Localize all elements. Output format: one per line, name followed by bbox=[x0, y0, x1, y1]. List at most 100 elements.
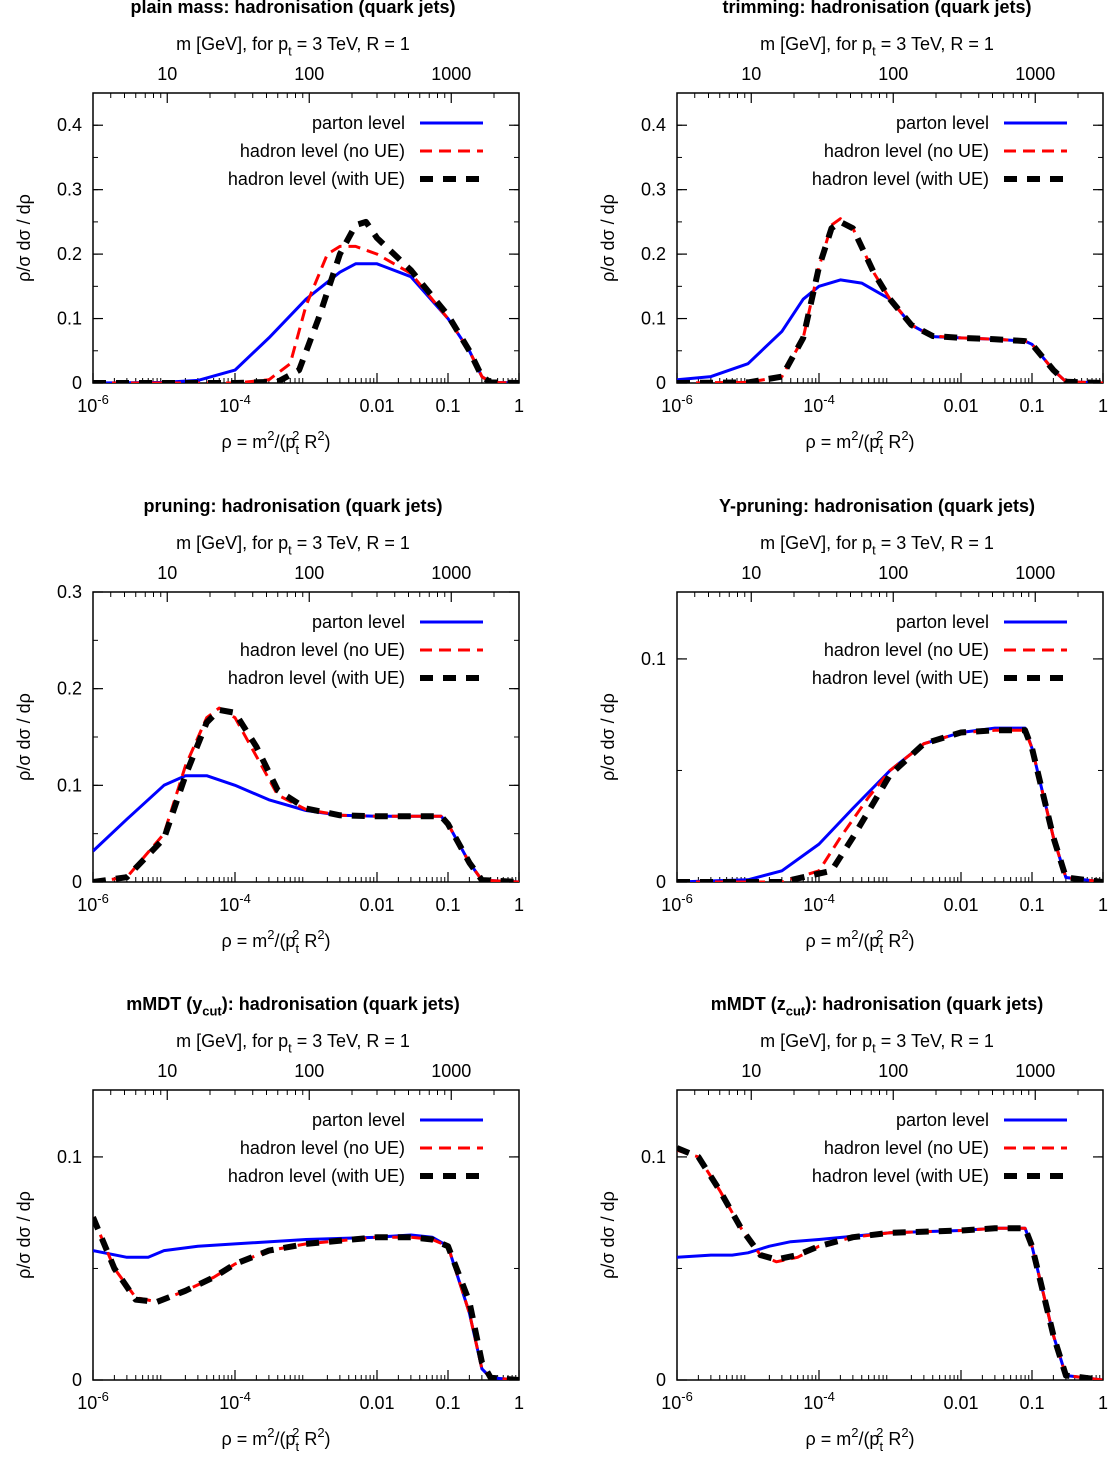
legend-label: hadron level (no UE) bbox=[824, 141, 989, 161]
y-axis-tick-label: 0.1 bbox=[641, 649, 666, 669]
chart-title: pruning: hadronisation (quark jets) bbox=[143, 496, 442, 516]
plot-frame bbox=[676, 591, 1104, 883]
y-axis-label: ρ/σ dσ / dρ bbox=[14, 1191, 34, 1279]
plot-frame bbox=[676, 92, 1104, 384]
series-line-1 bbox=[93, 774, 519, 882]
top-axis-tick-label: 1000 bbox=[431, 64, 471, 84]
x-axis-tick-label: 1 bbox=[514, 895, 524, 915]
x-axis-tick-label: 0.1 bbox=[1019, 895, 1044, 915]
top-axis-tick-label: 10 bbox=[741, 1061, 761, 1081]
x-axis-tick-label: 10-4 bbox=[803, 1389, 835, 1413]
top-axis-tick-label: 10 bbox=[741, 64, 761, 84]
top-axis-tick-label: 10 bbox=[741, 563, 761, 583]
y-axis-label: ρ/σ dσ / dρ bbox=[14, 194, 34, 282]
y-axis-tick-label: 0.2 bbox=[57, 679, 82, 699]
x-axis-tick-label: 1 bbox=[1098, 1393, 1108, 1413]
series-line-2 bbox=[93, 244, 519, 383]
legend-label: hadron level (no UE) bbox=[240, 141, 405, 161]
y-axis-tick-label: 0.2 bbox=[57, 244, 82, 264]
x-axis-tick-label: 0.01 bbox=[359, 396, 394, 416]
y-axis-tick-label: 0.1 bbox=[57, 775, 82, 795]
x-axis-label: ρ = m2/(pt2 R2) bbox=[805, 428, 914, 457]
y-axis-tick-label: 0.1 bbox=[641, 309, 666, 329]
x-axis-tick-label: 10-4 bbox=[803, 891, 835, 915]
series-line-1 bbox=[677, 726, 1103, 882]
series-line-2 bbox=[93, 1216, 519, 1380]
top-axis-tick-label: 100 bbox=[878, 563, 908, 583]
series-line-3 bbox=[677, 727, 1103, 882]
x-axis-label: ρ = m2/(pt2 R2) bbox=[805, 927, 914, 956]
legend-label: parton level bbox=[312, 612, 405, 632]
legend-label: parton level bbox=[896, 612, 989, 632]
top-axis-tick-label: 1000 bbox=[431, 563, 471, 583]
legend-label: hadron level (no UE) bbox=[240, 1138, 405, 1158]
x-axis-tick-label: 10-6 bbox=[661, 392, 693, 416]
top-axis-label: m [GeV], for pt​ = 3 TeV, R = 1 bbox=[176, 1031, 410, 1055]
chart-title: plain mass: hadronisation (quark jets) bbox=[130, 0, 455, 17]
x-axis-tick-label: 10-4 bbox=[803, 392, 835, 416]
top-axis-label: m [GeV], for pt​ = 3 TeV, R = 1 bbox=[760, 533, 994, 557]
x-axis-tick-label: 1 bbox=[514, 1393, 524, 1413]
top-axis-tick-label: 100 bbox=[294, 64, 324, 84]
chart-title: mMDT (ycut​): hadronisation (quark jets) bbox=[126, 994, 459, 1018]
x-axis-tick-label: 10-4 bbox=[219, 891, 251, 915]
y-axis-label: ρ/σ dσ / dρ bbox=[598, 693, 618, 781]
x-axis-tick-label: 10-6 bbox=[77, 1389, 109, 1413]
top-axis-tick-label: 100 bbox=[878, 1061, 908, 1081]
x-axis-tick-label: 0.1 bbox=[1019, 1393, 1044, 1413]
x-axis-tick-label: 10-6 bbox=[77, 392, 109, 416]
x-axis-tick-label: 0.1 bbox=[1019, 396, 1044, 416]
top-axis-label: m [GeV], for pt​ = 3 TeV, R = 1 bbox=[176, 34, 410, 58]
series-line-2 bbox=[93, 706, 519, 882]
legend-label: hadron level (with UE) bbox=[228, 169, 405, 189]
top-axis-tick-label: 1000 bbox=[1015, 563, 1055, 583]
chart-panel-4: Y-pruning: hadronisation (quark jets) m [… bbox=[598, 496, 1108, 956]
y-axis-tick-label: 0.4 bbox=[641, 115, 666, 135]
x-axis-label: ρ = m2/(pt2 R2) bbox=[221, 927, 330, 956]
chart-panel-6: mMDT (zcut​): hadronisation (quark jets)… bbox=[598, 994, 1108, 1454]
y-axis-tick-label: 0.1 bbox=[641, 1147, 666, 1167]
series-line-3 bbox=[93, 706, 519, 882]
x-axis-tick-label: 0.1 bbox=[435, 895, 460, 915]
top-axis-tick-label: 10 bbox=[157, 1061, 177, 1081]
legend-label: parton level bbox=[896, 113, 989, 133]
plot-frame bbox=[676, 1089, 1104, 1381]
y-axis-tick-label: 0.4 bbox=[57, 115, 82, 135]
legend-label: hadron level (with UE) bbox=[812, 1166, 989, 1186]
legend-label: hadron level (no UE) bbox=[824, 640, 989, 660]
series-line-3 bbox=[677, 218, 1103, 383]
x-axis-tick-label: 1 bbox=[514, 396, 524, 416]
top-axis-tick-label: 1000 bbox=[1015, 1061, 1055, 1081]
chart-title: mMDT (zcut​): hadronisation (quark jets) bbox=[711, 994, 1043, 1018]
series-line-1 bbox=[677, 1226, 1103, 1380]
legend-label: hadron level (with UE) bbox=[228, 668, 405, 688]
y-axis-tick-label: 0 bbox=[72, 1370, 82, 1390]
chart-title: Y-pruning: hadronisation (quark jets) bbox=[719, 496, 1035, 516]
top-axis-tick-label: 100 bbox=[294, 1061, 324, 1081]
chart-panel-1: plain mass: hadronisation (quark jets) m … bbox=[14, 0, 524, 457]
chart-panel-5: mMDT (ycut​): hadronisation (quark jets)… bbox=[14, 994, 524, 1454]
chart-title: trimming: hadronisation (quark jets) bbox=[722, 0, 1031, 17]
x-axis-tick-label: 0.01 bbox=[359, 895, 394, 915]
plot-frame bbox=[92, 92, 520, 384]
y-axis-tick-label: 0.3 bbox=[57, 180, 82, 200]
y-axis-tick-label: 0 bbox=[656, 872, 666, 892]
x-axis-tick-label: 10-4 bbox=[219, 1389, 251, 1413]
y-axis-tick-label: 0.1 bbox=[57, 309, 82, 329]
series-line-1 bbox=[93, 1233, 519, 1380]
y-axis-tick-label: 0.3 bbox=[57, 582, 82, 602]
top-axis-tick-label: 10 bbox=[157, 563, 177, 583]
x-axis-tick-label: 10-4 bbox=[219, 392, 251, 416]
x-axis-tick-label: 0.01 bbox=[943, 895, 978, 915]
legend-label: hadron level (with UE) bbox=[228, 1166, 405, 1186]
x-axis-tick-label: 1 bbox=[1098, 895, 1108, 915]
top-axis-tick-label: 10 bbox=[157, 64, 177, 84]
x-axis-tick-label: 0.01 bbox=[943, 1393, 978, 1413]
series-line-3 bbox=[677, 1145, 1103, 1380]
y-axis-label: ρ/σ dσ / dρ bbox=[598, 194, 618, 282]
top-axis-tick-label: 1000 bbox=[1015, 64, 1055, 84]
x-axis-label: ρ = m2/(pt2 R2) bbox=[221, 428, 330, 457]
x-axis-label: ρ = m2/(pt2 R2) bbox=[221, 1425, 330, 1454]
legend-label: hadron level (no UE) bbox=[240, 640, 405, 660]
